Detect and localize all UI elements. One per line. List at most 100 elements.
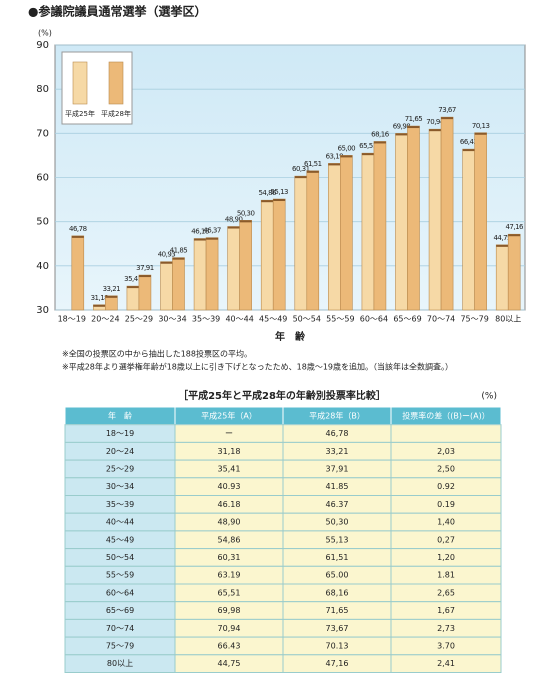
y-tick-label: 60: [36, 173, 49, 184]
value-label: 69,98: [393, 122, 411, 130]
bar-cap: [508, 234, 521, 237]
cell-text: 65.00: [326, 571, 349, 580]
bar-cap: [361, 153, 374, 156]
cell-text: 50〜54: [106, 553, 134, 562]
bar: [105, 295, 118, 311]
bar-cap: [496, 244, 509, 247]
bar-cap: [172, 257, 185, 260]
table-title: ［平成25年と平成28年の年齢別投票率比較］: [178, 389, 386, 402]
x-tick-label: 30〜34: [158, 315, 186, 324]
value-label: 31,18: [91, 294, 109, 302]
cell-text: 25〜29: [106, 464, 134, 473]
cell-text: 50,30: [326, 518, 349, 527]
x-tick-label: 45〜49: [259, 315, 287, 324]
x-tick-label: 75〜79: [460, 315, 488, 324]
cell-text: 46.18: [218, 500, 241, 509]
value-label: 46,78: [69, 225, 87, 233]
bar-cap: [71, 235, 84, 238]
cell-text: 70.13: [326, 641, 349, 650]
x-tick-label: 80以上: [495, 315, 521, 324]
value-label: 50,30: [237, 209, 255, 217]
value-label: 71,65: [405, 115, 423, 123]
cell-text: 1.81: [437, 571, 455, 580]
bar: [428, 128, 442, 311]
bar-cap: [138, 275, 151, 278]
bar-cap: [328, 163, 341, 166]
bar: [407, 125, 420, 311]
bar-cap: [273, 199, 286, 202]
bar-cap: [306, 170, 319, 173]
value-label: 37,91: [136, 264, 154, 272]
cell-text: 30〜34: [106, 482, 134, 491]
cell-text: 33,21: [326, 447, 349, 456]
cell-text: 31,18: [218, 447, 241, 456]
cell-text: 2,03: [437, 447, 455, 456]
cell-text: 35〜39: [106, 500, 134, 509]
cell-text: 2,50: [437, 464, 455, 473]
page-title: ●参議院議員通常選挙（選挙区）: [28, 4, 206, 19]
value-label: 46,18: [191, 228, 209, 236]
cell-text: 55〜59: [106, 571, 134, 580]
value-label: 46,37: [203, 227, 221, 235]
x-axis-label: 年 齢: [275, 330, 306, 343]
cell-text: 60,31: [218, 553, 241, 562]
value-label: 35,41: [124, 275, 142, 283]
cell-text: 66.43: [218, 641, 241, 650]
cell-text: 37,91: [326, 464, 349, 473]
header-text: 投票率の差（(B)ー(A)）: [402, 410, 489, 420]
legend-swatch: [72, 61, 88, 105]
value-label: 41,85: [170, 247, 188, 255]
bar: [306, 170, 320, 311]
cell-text: 18〜19: [106, 429, 134, 438]
value-label: 68,16: [371, 130, 390, 138]
bar-cap: [93, 304, 106, 307]
value-label: 73,67: [438, 106, 456, 114]
table: 年 齢 平成25年（A） 平成28年（B） 投票率の差（(B)ー(A)） 18〜19 ー 4…: [64, 406, 502, 673]
cell-text: 0.19: [437, 500, 455, 509]
cell-text: 1,67: [437, 606, 455, 615]
cell-text: 71,65: [326, 606, 349, 615]
bar: [294, 175, 308, 311]
cell-text: 61,51: [326, 553, 349, 562]
bar-cap: [462, 149, 475, 152]
bar-cap: [160, 261, 173, 264]
value-label: 65,00: [338, 144, 356, 152]
value-label: 70,13: [472, 122, 490, 130]
bar-cap: [395, 133, 408, 136]
cell-text: 68,16: [326, 588, 349, 597]
bar: [260, 199, 274, 311]
table-unit: (%): [481, 392, 497, 402]
cell-text: 69,98: [218, 606, 241, 615]
bar: [138, 274, 152, 311]
cell-text: 41.85: [326, 482, 349, 491]
note: ※平成28年より選挙権年齢が18歳以上に引き下げとなったため、18歳〜19歳を追…: [62, 362, 453, 372]
bar: [126, 285, 140, 311]
value-label: 54,86: [258, 189, 277, 197]
x-tick-label: 50〜54: [293, 315, 321, 324]
bar-cap: [441, 117, 454, 120]
bar: [160, 261, 173, 311]
bar: [361, 152, 375, 311]
bar: [340, 155, 353, 311]
cell-text: 73,67: [326, 624, 349, 633]
legend-swatch: [108, 61, 124, 105]
x-tick-label: 18〜19: [58, 315, 86, 324]
cell-text: ー: [225, 429, 233, 438]
bar: [373, 141, 387, 311]
cell-text: 65〜69: [106, 606, 134, 615]
value-label: 65,51: [359, 142, 377, 150]
bar-cap: [261, 200, 274, 203]
cell-text: 48,90: [218, 518, 241, 527]
cell-text: 45〜49: [106, 535, 134, 544]
cell-text: 1,20: [437, 553, 455, 562]
value-label: 55,13: [270, 188, 288, 196]
cell-text: 60〜64: [106, 588, 134, 597]
value-label: 61,51: [304, 160, 322, 168]
cell-text: 2,41: [437, 659, 455, 668]
bar-cap: [239, 220, 252, 223]
bar-cap: [474, 132, 487, 135]
y-unit: (%): [38, 29, 52, 38]
cell-text: 54,86: [218, 535, 241, 544]
cell-text: 40.93: [218, 482, 241, 491]
cell-text: 75〜79: [106, 641, 134, 650]
